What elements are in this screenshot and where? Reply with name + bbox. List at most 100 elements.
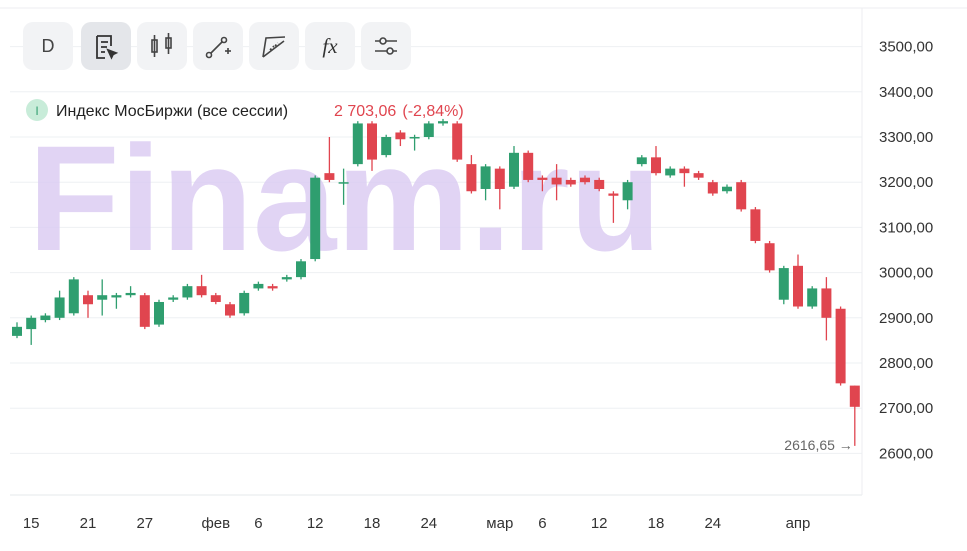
candle-body <box>778 268 789 300</box>
candle-body <box>125 292 136 296</box>
y-tick-label: 2700,00 <box>879 400 933 417</box>
candle-type-button[interactable] <box>137 22 187 70</box>
candle-body <box>409 137 420 139</box>
legend-change: (-2,84%) <box>402 103 463 120</box>
candle-body <box>722 186 732 192</box>
candle-body <box>182 286 193 298</box>
y-tick-label: 3200,00 <box>879 174 933 191</box>
candle-body <box>12 326 22 336</box>
formula-label: fx <box>322 34 338 58</box>
fib-icon <box>262 36 286 58</box>
candle-body <box>793 265 803 307</box>
candle-body <box>210 295 221 302</box>
candle-body <box>83 295 93 305</box>
y-tick-label: 2900,00 <box>879 310 933 327</box>
x-tick-label: 12 <box>307 515 324 532</box>
candle-body <box>764 243 775 271</box>
draw-icon <box>205 36 231 59</box>
y-tick-label: 3000,00 <box>879 265 933 282</box>
candle-body <box>310 177 321 260</box>
candle-body <box>139 295 150 327</box>
candle-body <box>367 123 377 160</box>
legend-price: 2 703,06 <box>334 103 396 120</box>
indicator-button[interactable] <box>81 22 131 70</box>
settings-button[interactable] <box>361 22 411 70</box>
candle-body <box>338 182 349 184</box>
indicator-icon <box>96 35 119 60</box>
candle-type-icon <box>151 33 172 57</box>
candle-body <box>452 123 463 160</box>
x-tick-label: 24 <box>704 515 721 532</box>
candle-body <box>736 182 747 210</box>
x-tick-label: 24 <box>420 515 437 532</box>
x-tick-label: мар <box>486 515 513 532</box>
legend-icon <box>26 99 48 121</box>
candle-body <box>580 177 590 183</box>
legend-title: Индекс МосБиржи (все сессии) <box>56 103 288 120</box>
candle-body <box>693 173 704 178</box>
candle-body <box>168 297 179 300</box>
x-tick-label: 6 <box>254 515 262 532</box>
settings-icon <box>375 37 397 55</box>
x-tick-label: апр <box>786 515 811 532</box>
toolbar: D fx <box>23 22 411 70</box>
candle-body <box>835 308 846 384</box>
candle-body <box>480 166 491 189</box>
candle-body <box>154 301 164 325</box>
legend-icon-label: I <box>35 104 38 118</box>
candle-body <box>636 157 647 165</box>
candle-body <box>821 288 832 318</box>
candle-body <box>551 177 562 185</box>
annotation: 2616,65 → <box>784 437 853 453</box>
y-tick-label: 2800,00 <box>879 355 933 372</box>
candle-body <box>26 317 37 330</box>
candle-body <box>239 292 250 314</box>
candle-body <box>281 277 292 280</box>
candle-body <box>537 177 548 180</box>
candle-body <box>253 283 264 289</box>
candle-body <box>679 168 690 174</box>
candle-body <box>438 121 448 124</box>
candle-body <box>423 123 434 137</box>
candle-body <box>466 164 477 192</box>
candle-body <box>381 137 392 156</box>
candle-body <box>565 179 576 185</box>
candle-body <box>68 279 79 314</box>
watermark: Finam.ru <box>28 114 661 282</box>
y-tick-label: 3300,00 <box>879 129 933 146</box>
y-tick-label: 3400,00 <box>879 84 933 101</box>
candle-body <box>665 168 676 176</box>
x-tick-label: 18 <box>648 515 665 532</box>
candle-body <box>608 193 619 196</box>
candle-body <box>807 288 818 307</box>
candle-body <box>225 304 235 316</box>
timeframe-button[interactable] <box>23 22 73 70</box>
candle-body <box>395 132 406 140</box>
candle-body <box>111 295 122 298</box>
x-tick-label: 18 <box>364 515 381 532</box>
candle-body <box>494 168 505 189</box>
candle-body <box>196 286 207 296</box>
formula-button[interactable] <box>305 22 355 70</box>
candle-body <box>54 297 65 318</box>
x-tick-label: 21 <box>80 515 97 532</box>
candle-body <box>622 182 633 201</box>
y-tick-label: 2600,00 <box>879 445 933 462</box>
candle-body <box>594 179 605 189</box>
y-tick-label: 3100,00 <box>879 219 933 236</box>
candle-body <box>267 286 278 289</box>
candle-body <box>40 315 51 321</box>
candle-body <box>849 385 860 407</box>
x-tick-label: 27 <box>136 515 153 532</box>
candles <box>12 118 860 446</box>
grid <box>10 46 862 454</box>
candle-body <box>651 157 661 174</box>
x-tick-label: 6 <box>538 515 546 532</box>
candle-body <box>523 152 534 180</box>
x-tick-label: фев <box>201 515 230 532</box>
candle-body <box>97 295 108 300</box>
x-tick-label: 15 <box>23 515 40 532</box>
x-tick-label: 12 <box>591 515 608 532</box>
